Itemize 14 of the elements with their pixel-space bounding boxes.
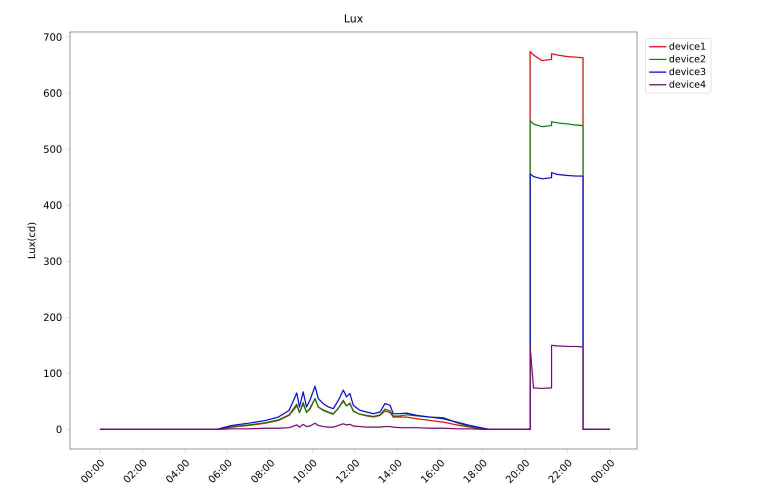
y-tick-label: 200: [44, 314, 62, 322]
chart-title: Lux: [344, 14, 363, 22]
legend-label: device3: [669, 68, 706, 76]
y-tick-label: 400: [44, 201, 62, 209]
legend-label: device1: [669, 42, 706, 50]
y-axis-title: Lux(cd): [27, 222, 36, 258]
y-tick-label: 300: [44, 257, 62, 265]
y-tick-label: 600: [44, 89, 62, 97]
y-tick-label: 700: [44, 33, 62, 41]
y-tick-label: 500: [44, 145, 62, 153]
legend-label: device2: [669, 55, 706, 62]
legend-label: device4: [669, 80, 706, 88]
y-tick-label: 0: [56, 426, 62, 434]
y-tick-label: 100: [44, 370, 62, 378]
